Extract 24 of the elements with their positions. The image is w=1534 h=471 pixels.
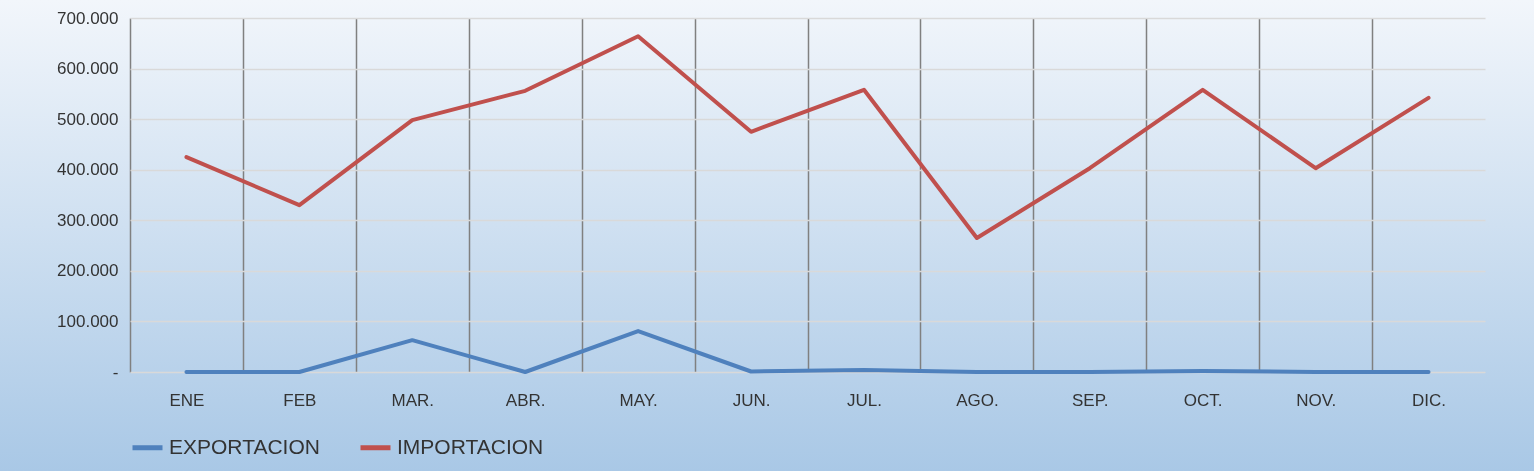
line-series — [184, 329, 1431, 374]
x-tick-label: ABR. — [505, 390, 546, 410]
x-tick-label: MAR. — [391, 390, 435, 410]
y-tick-label: - — [112, 362, 119, 382]
x-tick-label: DIC. — [1412, 390, 1447, 410]
x-tick-label: JUL. — [846, 390, 882, 410]
legend-label: IMPORTACION — [397, 434, 544, 458]
x-tick-label: FEB — [283, 390, 317, 410]
y-tick-label: 400.000 — [57, 160, 119, 180]
x-tick-label: ENE — [169, 390, 205, 410]
line-series — [184, 34, 1431, 240]
x-tick-label: AGO. — [956, 390, 999, 410]
y-tick-label: 100.000 — [57, 311, 119, 331]
y-tick-label: 500.000 — [57, 109, 119, 129]
x-tick-label: NOV. — [1296, 390, 1337, 410]
y-tick-label: 600.000 — [57, 59, 119, 79]
y-tick-label: 300.000 — [57, 210, 119, 230]
x-tick-label: OCT. — [1183, 390, 1223, 410]
legend-label: EXPORTACION — [169, 434, 320, 458]
x-tick-label: JUN. — [732, 390, 771, 410]
x-tick-label: SEP. — [1072, 390, 1109, 410]
y-tick-label: 200.000 — [57, 261, 119, 281]
x-tick-label: MAY. — [619, 390, 658, 410]
y-tick-label: 700.000 — [57, 8, 119, 28]
